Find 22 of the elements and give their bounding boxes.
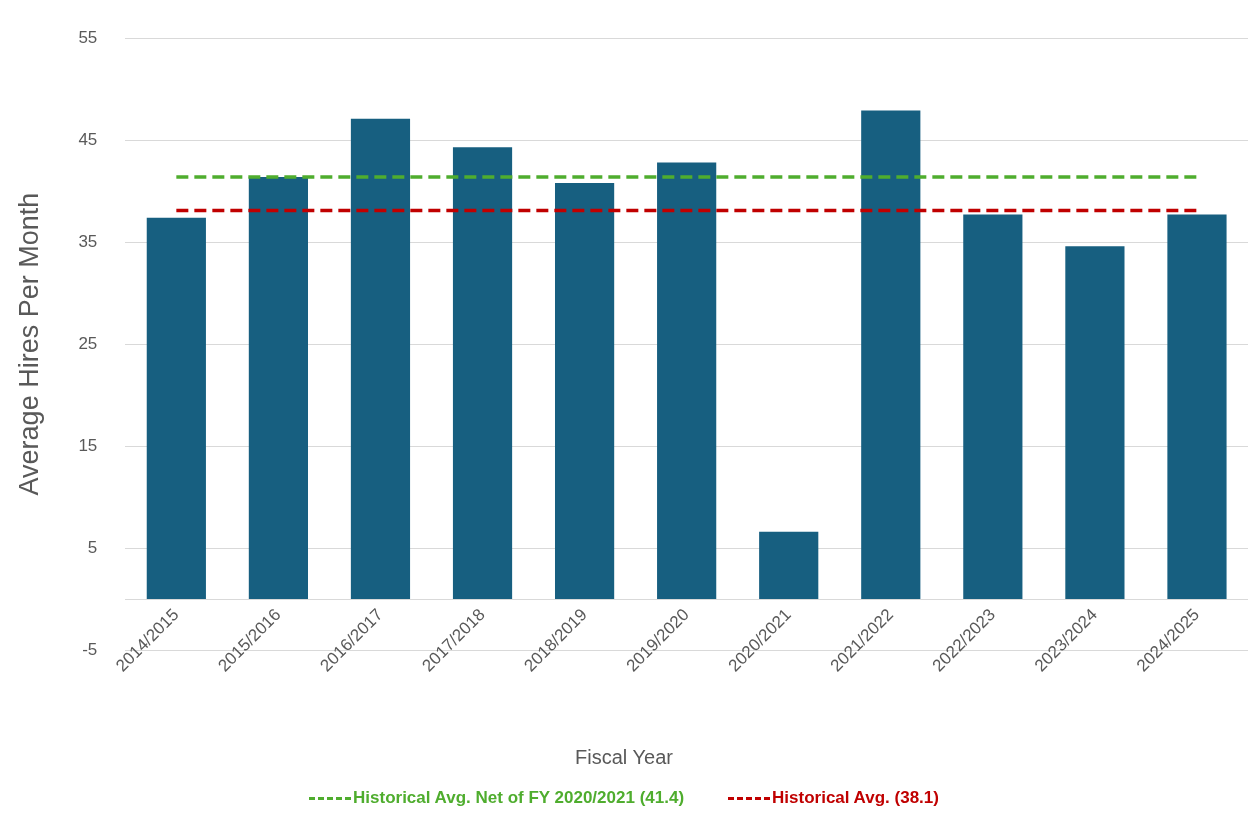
bar (452, 147, 513, 600)
y-tick-label: -5 (82, 639, 98, 659)
bar (1167, 214, 1227, 600)
bar (963, 214, 1023, 600)
bar (248, 176, 308, 600)
bar (1065, 246, 1125, 600)
bar (657, 162, 717, 600)
y-tick-label: 55 (78, 27, 98, 47)
y-tick-label: 15 (78, 435, 98, 455)
y-tick-label: 25 (78, 333, 98, 353)
y-tick-label: 35 (78, 231, 98, 251)
x-axis-title: Fiscal Year (574, 746, 674, 769)
legend-label: Historical Avg. (38.1) (772, 788, 939, 807)
bar (146, 217, 206, 600)
y-axis-title: Average Hires Per Month (13, 192, 44, 496)
bar (554, 182, 615, 600)
y-tick-label: 45 (78, 129, 98, 149)
bar (861, 110, 921, 600)
bar (759, 531, 819, 600)
bar (350, 118, 411, 600)
legend-label: Historical Avg. Net of FY 2020/2021 (41.4) (353, 788, 685, 807)
y-tick-label: 5 (87, 537, 98, 557)
